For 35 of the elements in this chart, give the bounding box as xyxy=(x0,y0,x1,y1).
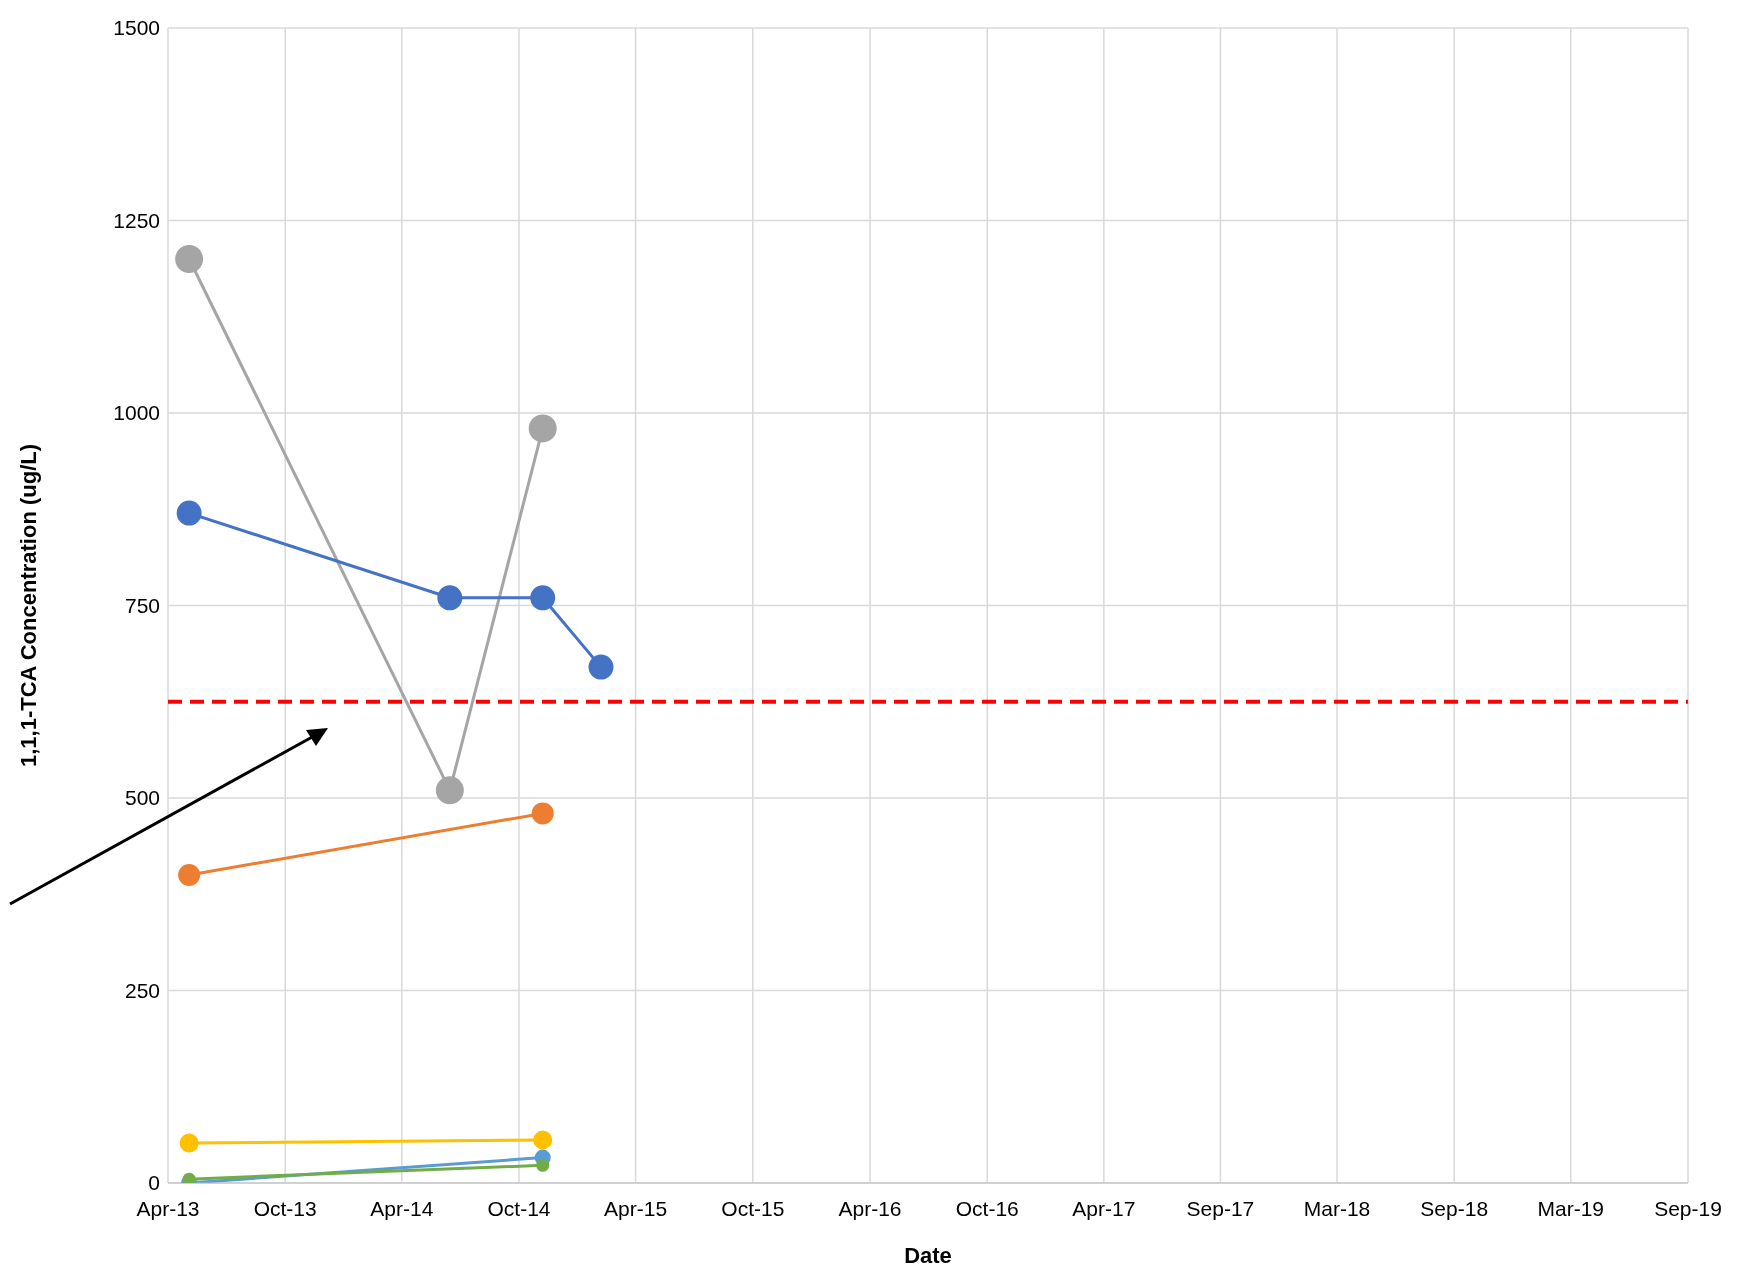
x-tick-label: Oct-13 xyxy=(253,1196,317,1220)
x-tick-label: Apr-15 xyxy=(604,1196,668,1220)
y-tick-label: 1500 xyxy=(113,16,160,40)
point xyxy=(533,1130,553,1150)
point xyxy=(536,1158,550,1172)
y-tick-label: 750 xyxy=(124,593,160,617)
x-axis-title: Date xyxy=(904,1243,952,1268)
x-tick-label: Apr-17 xyxy=(1072,1196,1136,1220)
point xyxy=(588,654,614,680)
x-tick-label: Sep-18 xyxy=(1420,1196,1489,1220)
point xyxy=(175,245,204,273)
point xyxy=(530,585,556,611)
x-tick-label: Sep-19 xyxy=(1654,1196,1722,1220)
y-tick-label: 250 xyxy=(124,978,160,1002)
x-tick-label: Apr-16 xyxy=(838,1196,902,1220)
y-tick-label: 1250 xyxy=(113,208,160,232)
point xyxy=(176,500,202,526)
x-tick-label: Oct-14 xyxy=(487,1196,551,1220)
y-tick-label: 500 xyxy=(124,786,160,810)
point xyxy=(528,414,557,443)
point xyxy=(531,802,554,825)
x-tick-label: Oct-16 xyxy=(955,1196,1019,1220)
point xyxy=(435,776,464,805)
x-tick-label: Apr-13 xyxy=(136,1196,200,1220)
point xyxy=(178,864,201,886)
x-tick-label: Apr-14 xyxy=(370,1196,434,1220)
x-tick-label: Oct-15 xyxy=(721,1196,785,1220)
x-tick-label: Sep-17 xyxy=(1186,1196,1255,1220)
x-tick-label: Mar-18 xyxy=(1303,1196,1371,1220)
point xyxy=(179,1133,199,1153)
y-tick-label: 0 xyxy=(148,1171,160,1195)
y-axis-title: 1,1,1-TCA Concentration (ug/L) xyxy=(15,443,41,768)
x-tick-label: Mar-19 xyxy=(1537,1196,1605,1220)
y-tick-label: 1000 xyxy=(113,401,160,425)
point xyxy=(437,585,463,611)
